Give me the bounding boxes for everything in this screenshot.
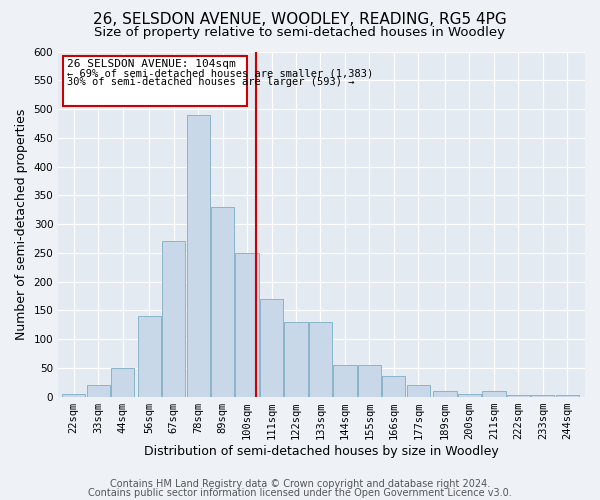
Text: Contains public sector information licensed under the Open Government Licence v3: Contains public sector information licen… <box>88 488 512 498</box>
Text: Size of property relative to semi-detached houses in Woodley: Size of property relative to semi-detach… <box>95 26 505 39</box>
Bar <box>211 207 235 396</box>
Bar <box>111 368 134 396</box>
Text: 26, SELSDON AVENUE, WOODLEY, READING, RG5 4PG: 26, SELSDON AVENUE, WOODLEY, READING, RG… <box>93 12 507 28</box>
Bar <box>137 316 161 396</box>
Bar <box>433 391 457 396</box>
Bar <box>284 322 308 396</box>
Bar <box>187 115 210 396</box>
Bar <box>333 365 356 396</box>
Bar <box>482 391 506 396</box>
Y-axis label: Number of semi-detached properties: Number of semi-detached properties <box>15 108 28 340</box>
Bar <box>309 322 332 396</box>
Text: ← 69% of semi-detached houses are smaller (1,383): ← 69% of semi-detached houses are smalle… <box>67 68 373 78</box>
Bar <box>162 242 185 396</box>
Bar <box>358 365 381 396</box>
Bar <box>62 394 85 396</box>
Bar <box>382 376 406 396</box>
Bar <box>62 56 247 106</box>
Bar <box>407 385 430 396</box>
Bar <box>458 394 481 396</box>
Text: 26 SELSDON AVENUE: 104sqm: 26 SELSDON AVENUE: 104sqm <box>67 59 236 69</box>
Text: 30% of semi-detached houses are larger (593) →: 30% of semi-detached houses are larger (… <box>67 78 355 88</box>
Bar <box>86 385 110 396</box>
X-axis label: Distribution of semi-detached houses by size in Woodley: Distribution of semi-detached houses by … <box>144 444 499 458</box>
Bar <box>235 253 259 396</box>
Bar <box>260 299 283 396</box>
Text: Contains HM Land Registry data © Crown copyright and database right 2024.: Contains HM Land Registry data © Crown c… <box>110 479 490 489</box>
